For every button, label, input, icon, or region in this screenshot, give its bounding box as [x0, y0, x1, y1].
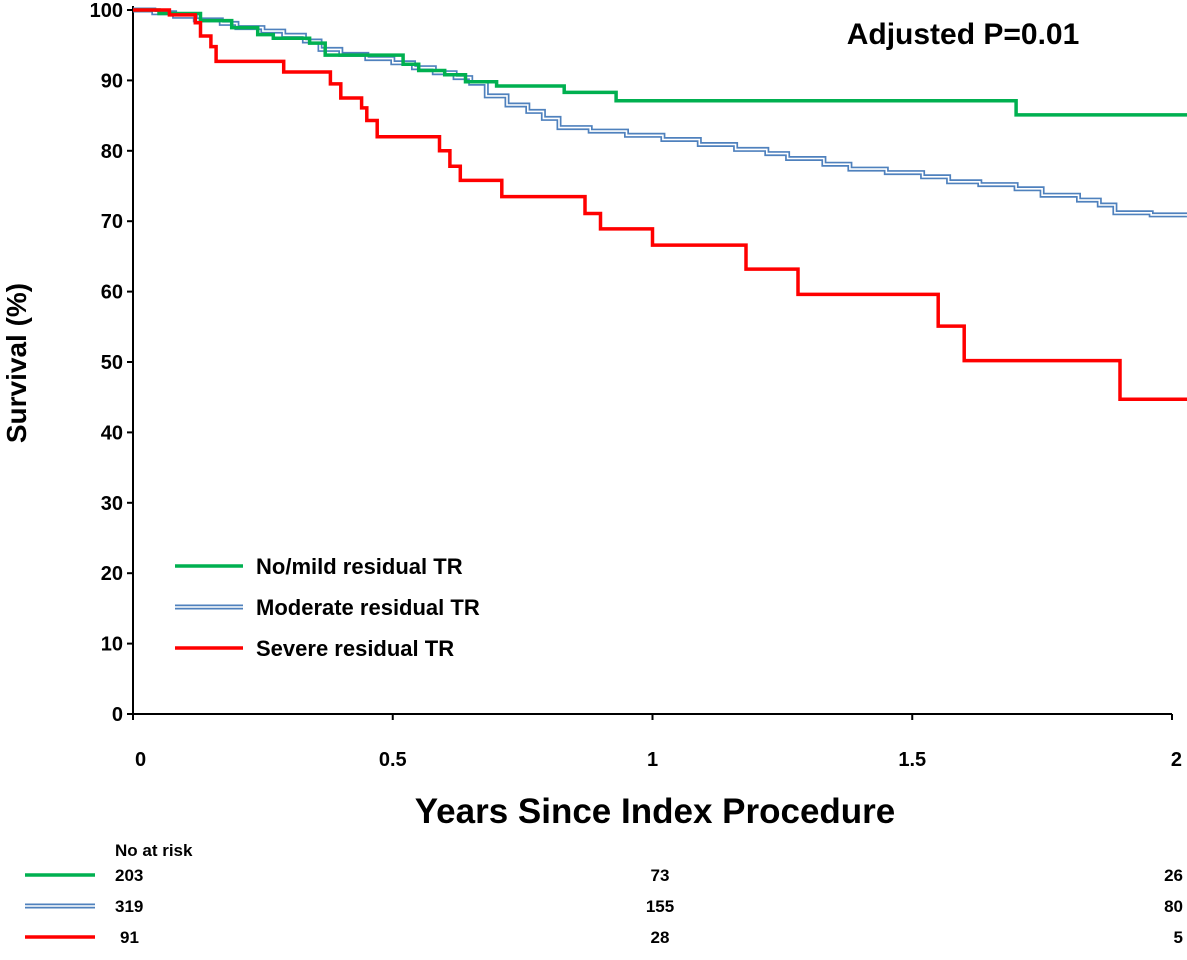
risk-row: 91 28 5	[25, 928, 1183, 947]
legend-label: No/mild residual TR	[256, 554, 463, 579]
risk-row: 319 155 80	[25, 897, 1183, 916]
risk-count: 80	[1164, 897, 1183, 916]
legend-item: Severe residual TR	[175, 636, 454, 661]
y-tick-label: 60	[101, 282, 123, 304]
x-axis: 0 0.5 1 1.5 2	[132, 714, 1182, 771]
y-tick-label: 100	[90, 0, 123, 22]
series-curve	[133, 7, 1187, 218]
survival-curves	[133, 7, 1187, 402]
x-axis-title: Years Since Index Procedure	[415, 792, 896, 831]
risk-count: 28	[651, 928, 670, 947]
risk-count: 319	[115, 897, 143, 916]
legend-label: Severe residual TR	[256, 636, 454, 661]
y-tick-label: 30	[101, 493, 123, 515]
series-curve	[133, 8, 1187, 402]
legend-item: Moderate residual TR	[175, 595, 480, 620]
y-tick-label: 80	[101, 141, 123, 163]
y-tick-label: 0	[112, 704, 123, 726]
y-tick-label: 50	[101, 352, 123, 374]
risk-table-title: No at risk	[115, 841, 193, 860]
y-axis-title: Survival (%)	[1, 283, 32, 443]
risk-count: 5	[1174, 928, 1183, 947]
y-tick-label: 90	[101, 70, 123, 92]
curve-line-inner	[133, 9, 1187, 217]
risk-row: 203 73 26	[25, 866, 1183, 885]
x-tick-label: 0.5	[379, 749, 407, 771]
p-value-annotation: Adjusted P=0.01	[847, 18, 1080, 51]
legend: No/mild residual TR Moderate residual TR S…	[175, 554, 480, 661]
x-tick-label: 2	[1171, 749, 1182, 771]
risk-count: 91	[120, 928, 139, 947]
risk-count: 73	[651, 866, 670, 885]
y-tick-label: 10	[101, 634, 123, 656]
series-curve	[133, 8, 1187, 117]
risk-count: 203	[115, 866, 143, 885]
y-axis: 0 10 20 30 40 50 60 70 80 90 100	[90, 0, 133, 726]
y-tick-label: 40	[101, 422, 123, 444]
curve-line	[133, 8, 1187, 402]
x-tick-label: 1	[647, 749, 658, 771]
risk-count: 26	[1164, 866, 1183, 885]
legend-item: No/mild residual TR	[175, 554, 463, 579]
curve-line	[133, 8, 1187, 117]
x-tick-label: 1.5	[898, 749, 926, 771]
legend-label: Moderate residual TR	[256, 595, 480, 620]
risk-table: 203 73 26 319 155 80 91 28 5	[25, 866, 1183, 947]
x-tick-label: 0	[135, 749, 146, 771]
y-tick-label: 20	[101, 563, 123, 585]
risk-count: 155	[646, 897, 674, 916]
y-tick-label: 70	[101, 211, 123, 233]
